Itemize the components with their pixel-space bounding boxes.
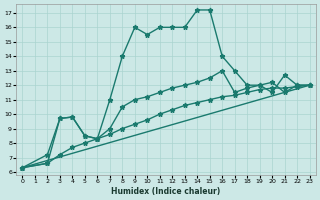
X-axis label: Humidex (Indice chaleur): Humidex (Indice chaleur) bbox=[111, 187, 221, 196]
